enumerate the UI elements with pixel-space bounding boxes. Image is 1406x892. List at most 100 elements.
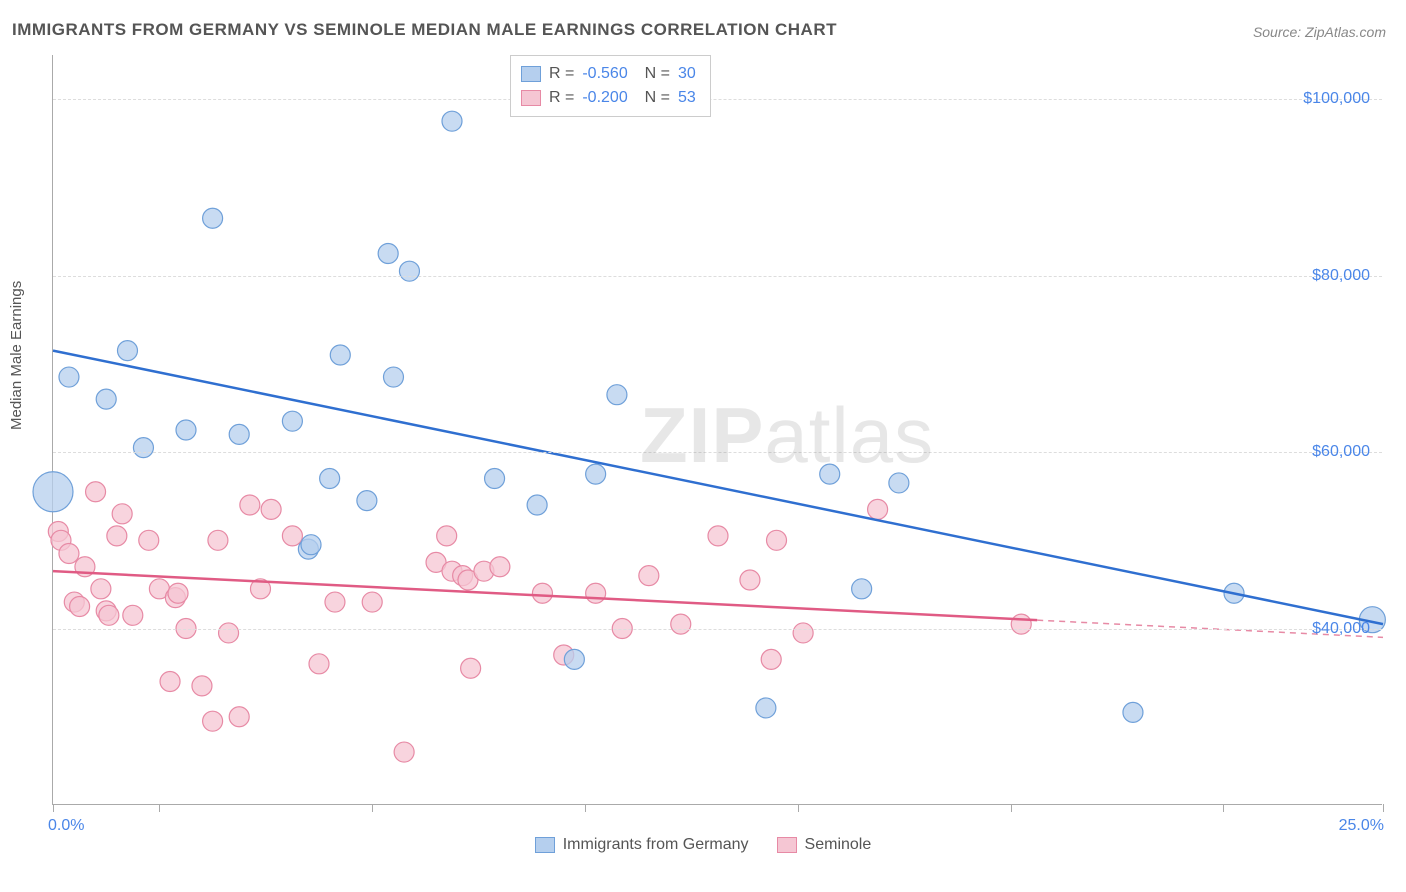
data-point	[203, 711, 223, 731]
data-point	[219, 623, 239, 643]
data-point	[362, 592, 382, 612]
x-axis-min-label: 0.0%	[48, 817, 84, 835]
data-point	[761, 649, 781, 669]
data-point	[282, 526, 302, 546]
data-point	[160, 671, 180, 691]
trend-line	[53, 571, 1037, 620]
data-point	[112, 504, 132, 524]
legend-row-germany: R = -0.560 N = 30	[521, 62, 696, 86]
data-point	[708, 526, 728, 546]
data-point	[208, 530, 228, 550]
legend-n-label: N =	[636, 86, 670, 110]
data-point	[33, 472, 73, 512]
plot-area: $40,000 $60,000 $80,000 $100,000	[52, 55, 1382, 805]
data-point	[437, 526, 457, 546]
legend-n-value: 53	[678, 86, 696, 110]
square-icon	[521, 90, 541, 106]
y-tick-label: $60,000	[1312, 443, 1370, 461]
legend-r-label: R =	[549, 86, 574, 110]
data-point	[820, 464, 840, 484]
data-point	[607, 385, 627, 405]
scatter-plot-svg	[53, 55, 1382, 804]
data-point	[639, 566, 659, 586]
data-point	[586, 464, 606, 484]
data-point	[123, 605, 143, 625]
data-point	[889, 473, 909, 493]
y-axis-label: Median Male Earnings	[8, 281, 25, 430]
data-point	[461, 658, 481, 678]
source-attribution: Source: ZipAtlas.com	[1253, 24, 1386, 40]
data-point	[868, 499, 888, 519]
data-point	[168, 583, 188, 603]
legend-item-seminole: Seminole	[777, 836, 872, 854]
data-point	[378, 244, 398, 264]
legend-item-germany: Immigrants from Germany	[535, 836, 749, 854]
gridline	[53, 452, 1382, 453]
data-point	[59, 367, 79, 387]
data-point	[229, 707, 249, 727]
data-point	[70, 596, 90, 616]
data-point	[59, 544, 79, 564]
data-point	[325, 592, 345, 612]
x-tick	[585, 804, 586, 812]
data-point	[490, 557, 510, 577]
legend-r-value: -0.560	[582, 62, 627, 86]
x-tick	[372, 804, 373, 812]
data-point	[107, 526, 127, 546]
y-tick-label: $40,000	[1312, 620, 1370, 638]
legend-n-value: 30	[678, 62, 696, 86]
data-point	[767, 530, 787, 550]
data-point	[399, 261, 419, 281]
x-tick	[1223, 804, 1224, 812]
data-point	[1123, 702, 1143, 722]
x-axis-max-label: 25.0%	[1339, 817, 1384, 835]
data-point	[740, 570, 760, 590]
legend-label: Immigrants from Germany	[563, 836, 749, 854]
data-point	[1011, 614, 1031, 634]
data-point	[99, 605, 119, 625]
gridline	[53, 99, 1382, 100]
x-tick	[159, 804, 160, 812]
legend-label: Seminole	[805, 836, 872, 854]
data-point	[756, 698, 776, 718]
legend-row-seminole: R = -0.200 N = 53	[521, 86, 696, 110]
data-point	[485, 469, 505, 489]
y-tick-label: $100,000	[1303, 90, 1370, 108]
legend-r-value: -0.200	[582, 86, 627, 110]
data-point	[532, 583, 552, 603]
correlation-legend: R = -0.560 N = 30 R = -0.200 N = 53	[510, 55, 711, 117]
x-tick	[53, 804, 54, 812]
data-point	[176, 420, 196, 440]
data-point	[96, 389, 116, 409]
y-tick-label: $80,000	[1312, 267, 1370, 285]
square-icon	[777, 837, 797, 853]
data-point	[301, 535, 321, 555]
bottom-legend: Immigrants from Germany Seminole	[0, 836, 1406, 854]
data-point	[133, 438, 153, 458]
square-icon	[521, 66, 541, 82]
data-point	[394, 742, 414, 762]
data-point	[383, 367, 403, 387]
chart-title: IMMIGRANTS FROM GERMANY VS SEMINOLE MEDI…	[12, 20, 837, 40]
x-tick	[798, 804, 799, 812]
data-point	[139, 530, 159, 550]
data-point	[852, 579, 872, 599]
data-point	[261, 499, 281, 519]
square-icon	[535, 837, 555, 853]
data-point	[203, 208, 223, 228]
data-point	[586, 583, 606, 603]
data-point	[330, 345, 350, 365]
data-point	[793, 623, 813, 643]
data-point	[91, 579, 111, 599]
x-tick	[1011, 804, 1012, 812]
data-point	[86, 482, 106, 502]
data-point	[671, 614, 691, 634]
gridline	[53, 629, 1382, 630]
data-point	[527, 495, 547, 515]
data-point	[282, 411, 302, 431]
legend-n-label: N =	[636, 62, 670, 86]
data-point	[442, 111, 462, 131]
data-point	[320, 469, 340, 489]
data-point	[229, 424, 249, 444]
data-point	[117, 341, 137, 361]
